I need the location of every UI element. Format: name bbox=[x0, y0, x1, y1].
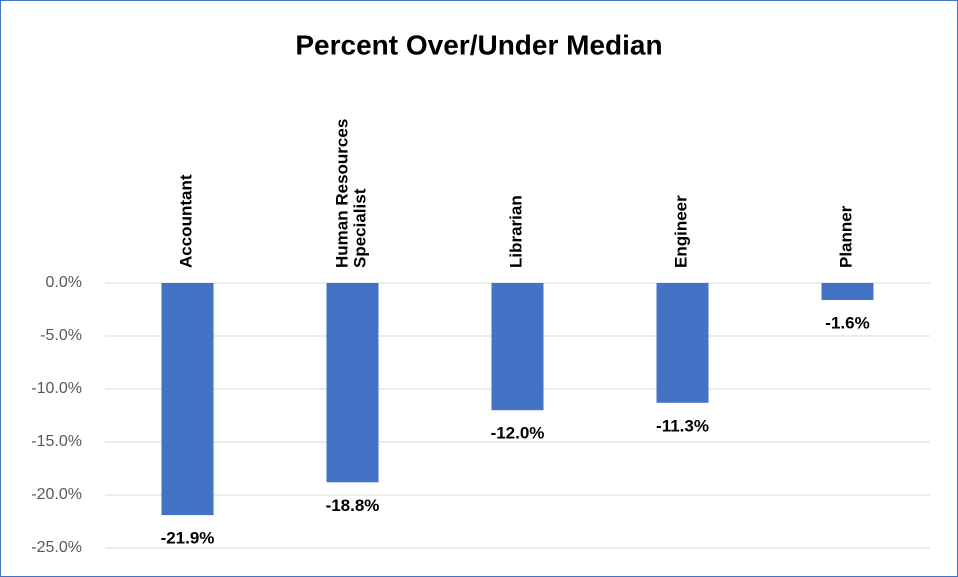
y-tick-label: -15.0% bbox=[31, 433, 82, 450]
data-label: -18.8% bbox=[326, 496, 380, 515]
y-tick-label: -20.0% bbox=[31, 486, 82, 503]
bar bbox=[161, 283, 214, 516]
x-tick-label: Planner bbox=[837, 205, 856, 268]
bar bbox=[821, 283, 874, 300]
chart-title: Percent Over/Under Median bbox=[295, 29, 662, 60]
bar bbox=[326, 283, 379, 483]
y-tick-label: -5.0% bbox=[40, 327, 82, 344]
bar bbox=[656, 283, 709, 403]
data-label: -12.0% bbox=[491, 424, 545, 443]
y-tick-label: -25.0% bbox=[31, 539, 82, 556]
x-tick-label: Human ResourcesSpecialist bbox=[333, 119, 370, 268]
y-tick-label: -10.0% bbox=[31, 380, 82, 397]
x-tick-label: Engineer bbox=[672, 195, 691, 268]
x-tick-label: Librarian bbox=[507, 195, 526, 268]
data-label: -1.6% bbox=[825, 313, 869, 332]
bar bbox=[491, 283, 544, 411]
data-label: -21.9% bbox=[161, 529, 215, 548]
y-tick-label: 0.0% bbox=[46, 274, 82, 291]
data-label: -11.3% bbox=[656, 416, 709, 435]
x-tick-label: Accountant bbox=[177, 174, 196, 268]
